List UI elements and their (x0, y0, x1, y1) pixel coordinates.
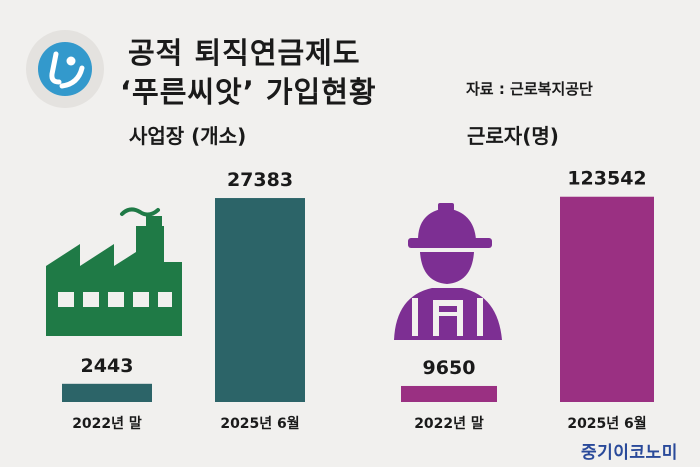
workers-value-label-1: 9650 (423, 357, 476, 379)
workers-bar-2 (560, 196, 654, 402)
workers-bar-1 (401, 385, 497, 402)
workplaces-category-label-1: 2022년 말 (72, 416, 142, 432)
workers-category-label-1: 2022년 말 (414, 416, 484, 432)
page-title-line1: 공적 퇴직연금제도 (128, 36, 361, 70)
workplaces-bar-1 (62, 383, 152, 402)
chart-title-workplaces: 사업장 (개소) (129, 124, 247, 148)
logo-icon (38, 42, 92, 96)
workplaces-bar-2 (215, 198, 305, 402)
source-note: 자료 : 근로복지공단 (466, 80, 593, 98)
factory-icon (46, 207, 182, 336)
workplaces-category-label-2: 2025년 6월 (220, 415, 299, 432)
brand-logo-text: 중기이코노미 (581, 443, 678, 463)
workers-category-label-2: 2025년 6월 (567, 415, 646, 432)
page-title-line2: ‘푸른씨앗’ 가입현황 (120, 75, 377, 109)
workers-value-label-2: 123542 (567, 168, 646, 190)
chart-title-workers: 근로자(명) (467, 124, 559, 148)
worker-icon (394, 203, 502, 340)
workplaces-value-label-2: 27383 (227, 169, 293, 191)
logo (26, 30, 104, 108)
workplaces-value-label-1: 2443 (81, 355, 134, 377)
